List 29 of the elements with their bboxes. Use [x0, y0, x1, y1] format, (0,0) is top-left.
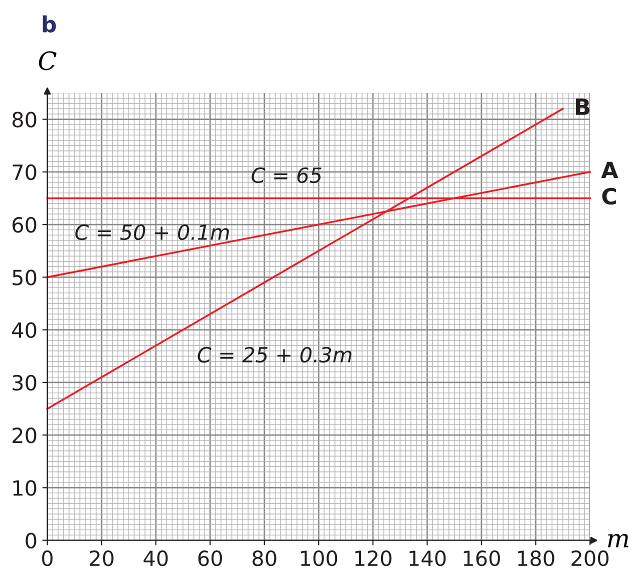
y-tick-label: 70	[12, 164, 36, 180]
y-tick-label: 30	[12, 374, 36, 391]
y-tick-label: 50	[12, 270, 36, 286]
y-tick-label: 80	[12, 112, 36, 128]
x-tick-label: 160	[464, 550, 500, 566]
chart-title: b	[42, 15, 56, 33]
x-tick-label: 40	[144, 550, 168, 566]
annotation: C = 50 + 0.1m	[75, 224, 229, 240]
y-axis-title: C	[38, 51, 56, 70]
x-tick-label: 200	[572, 550, 608, 566]
x-tick-label: 20	[90, 550, 114, 566]
y-tick-label: 20	[12, 428, 36, 444]
series-label: B	[576, 98, 590, 115]
x-tick-label: 140	[410, 550, 446, 566]
series-label: C	[602, 188, 616, 205]
annotation: C = 65	[252, 167, 322, 184]
x-tick-label: 180	[518, 550, 554, 566]
x-axis-title: m	[608, 534, 628, 548]
x-tick-label: 60	[198, 550, 222, 566]
y-tick-label: 0	[26, 532, 36, 549]
y-tick-label: 60	[12, 216, 36, 233]
x-tick-label: 120	[355, 550, 392, 566]
annotation: C = 25 + 0.3m	[198, 346, 352, 363]
y-tick-label: 40	[12, 322, 36, 338]
x-tick-label: 0	[42, 550, 53, 566]
x-tick-label: 100	[301, 550, 338, 566]
series-label: A	[601, 162, 618, 178]
y-tick-label: 10	[13, 480, 36, 496]
x-tick-label: 80	[252, 550, 276, 566]
